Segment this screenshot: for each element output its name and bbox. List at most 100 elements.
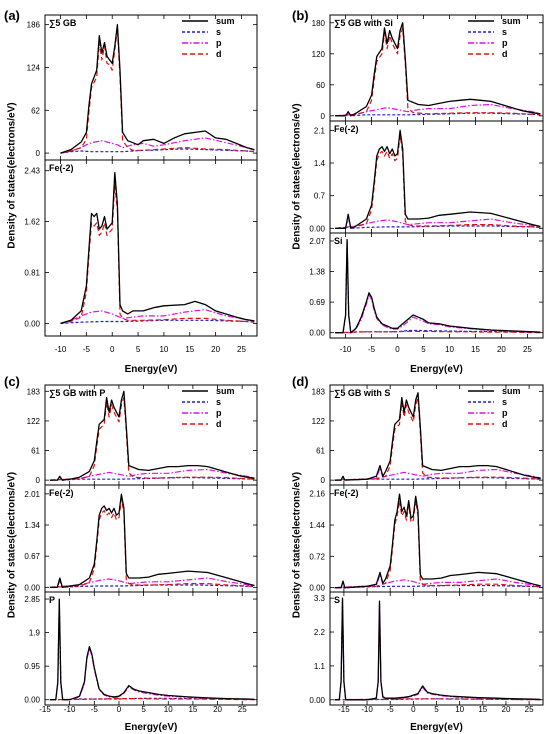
y-axis-label: Density of states(electrons/eV) bbox=[7, 102, 18, 248]
legend-label: s bbox=[502, 397, 507, 407]
x-axis-label: Energy(eV) bbox=[410, 364, 463, 375]
dos-panel-a: (a) Density of states(electrons/eV) Energy… bbox=[4, 8, 258, 375]
x-tick-label: 5 bbox=[434, 705, 439, 714]
series-line-s bbox=[335, 216, 541, 229]
x-tick-label: -10 bbox=[361, 705, 373, 714]
series-line-d bbox=[334, 397, 541, 481]
subplot: 0.00 0.7 1.4 2.1 Fe(-2) bbox=[309, 120, 544, 234]
subplot-title: Fe(-2) bbox=[334, 124, 359, 134]
x-tick-label: 25 bbox=[238, 705, 247, 714]
series-line-p bbox=[49, 468, 255, 481]
legend-label: d bbox=[216, 49, 222, 59]
x-tick-label: 10 bbox=[159, 345, 168, 354]
legend-label: s bbox=[216, 397, 221, 407]
y-tick-label: 0.95 bbox=[24, 662, 40, 671]
series-line-d bbox=[335, 27, 541, 117]
y-tick-label: 122 bbox=[312, 417, 326, 426]
series-line-d bbox=[49, 397, 255, 481]
series-line-sum bbox=[334, 597, 541, 701]
legend-label: s bbox=[216, 27, 221, 37]
legend-label: p bbox=[216, 38, 222, 48]
dos-panel-b: (b) Density of states(electrons/eV) Energy… bbox=[292, 8, 544, 375]
x-tick-label: 25 bbox=[237, 345, 246, 354]
y-tick-label: 1.44 bbox=[309, 521, 325, 530]
subplot-title: ∑5 GB with P bbox=[49, 388, 105, 398]
legend-label: sum bbox=[216, 386, 235, 396]
subplot: 0.00 0.81 1.62 2.43 Fe(-2) bbox=[24, 159, 258, 337]
series-line-sum bbox=[49, 390, 255, 481]
subplot-title: Si bbox=[334, 236, 343, 246]
series-line-s bbox=[60, 319, 255, 324]
series-line-p bbox=[60, 309, 255, 324]
series-group bbox=[335, 129, 541, 229]
y-tick-label: 60 bbox=[316, 81, 325, 90]
series-group bbox=[49, 598, 255, 701]
series-line-d bbox=[60, 184, 255, 324]
legend-label: d bbox=[216, 419, 222, 429]
x-tick-label: -5 bbox=[368, 345, 376, 354]
subplot-title: ∑5 GB with Si bbox=[334, 18, 393, 28]
dos-panel-c: (c) Density of states(electrons/eV) Energy… bbox=[4, 374, 258, 733]
series-group bbox=[334, 493, 541, 589]
y-tick-label: 3.3 bbox=[314, 594, 326, 603]
subplot-title: Fe(-2) bbox=[334, 488, 359, 498]
x-tick-label: 10 bbox=[164, 705, 173, 714]
y-tick-label: 183 bbox=[27, 387, 41, 396]
subplot-title: Fe(-2) bbox=[49, 163, 74, 173]
series-line-sum bbox=[49, 598, 255, 701]
series-line-p bbox=[335, 294, 541, 334]
y-tick-label: 122 bbox=[27, 417, 41, 426]
series-line-p bbox=[335, 103, 541, 117]
subplot: 0.00 0.69 1.38 2.07 Si bbox=[309, 232, 544, 339]
series-line-d bbox=[49, 697, 255, 701]
x-tick-label: -10 bbox=[64, 705, 76, 714]
y-tick-label: 0.72 bbox=[309, 552, 325, 561]
panel-label: (b) bbox=[292, 8, 309, 23]
y-tick-label: 0.00 bbox=[24, 696, 40, 705]
subplot-frame bbox=[329, 591, 544, 706]
x-tick-label: 5 bbox=[136, 345, 141, 354]
series-line-s bbox=[335, 240, 541, 334]
legend-label: sum bbox=[216, 16, 235, 26]
series-line-d bbox=[49, 498, 255, 588]
legend-label: d bbox=[502, 49, 508, 59]
y-tick-label: 0.00 bbox=[24, 583, 40, 592]
subplot-title: P bbox=[49, 595, 55, 605]
y-tick-label: 62 bbox=[31, 106, 40, 115]
series-group bbox=[335, 238, 541, 334]
x-tick-label: -15 bbox=[39, 705, 51, 714]
x-tick-label: 20 bbox=[211, 345, 220, 354]
series-group bbox=[334, 597, 541, 701]
series-line-sum bbox=[60, 24, 255, 154]
subplot-title: ∑5 GB bbox=[49, 18, 77, 28]
x-tick-label: 0 bbox=[110, 345, 115, 354]
series-line-sum bbox=[335, 129, 541, 229]
x-tick-label: 25 bbox=[525, 705, 534, 714]
y-tick-label: 0.69 bbox=[309, 298, 325, 307]
y-tick-label: 2.1 bbox=[314, 126, 326, 135]
y-tick-label: 1.38 bbox=[309, 268, 325, 277]
x-axis-label: Energy(eV) bbox=[125, 722, 178, 733]
y-tick-label: 61 bbox=[31, 447, 40, 456]
legend-label: p bbox=[502, 38, 508, 48]
x-tick-label: 20 bbox=[502, 705, 511, 714]
y-tick-label: 2.01 bbox=[24, 490, 40, 499]
subplot: 0.00 0.95 1.9 2.85 P bbox=[24, 591, 258, 706]
series-group bbox=[334, 392, 541, 481]
x-tick-label: 20 bbox=[497, 345, 506, 354]
y-tick-label: 2.85 bbox=[24, 595, 40, 604]
y-tick-label: 0.00 bbox=[24, 319, 40, 328]
legend-label: d bbox=[502, 419, 508, 429]
panel-label: (a) bbox=[4, 8, 20, 23]
y-tick-label: 1.4 bbox=[314, 159, 326, 168]
y-tick-label: 0 bbox=[321, 112, 326, 121]
x-tick-label: -5 bbox=[83, 345, 91, 354]
subplot: 0.00 1.1 2.2 3.3 S bbox=[309, 591, 544, 706]
series-group bbox=[335, 22, 541, 117]
subplot-frame bbox=[44, 159, 258, 337]
y-tick-label: 0 bbox=[36, 476, 41, 485]
x-tick-label: 15 bbox=[188, 705, 197, 714]
y-tick-label: 120 bbox=[312, 50, 326, 59]
